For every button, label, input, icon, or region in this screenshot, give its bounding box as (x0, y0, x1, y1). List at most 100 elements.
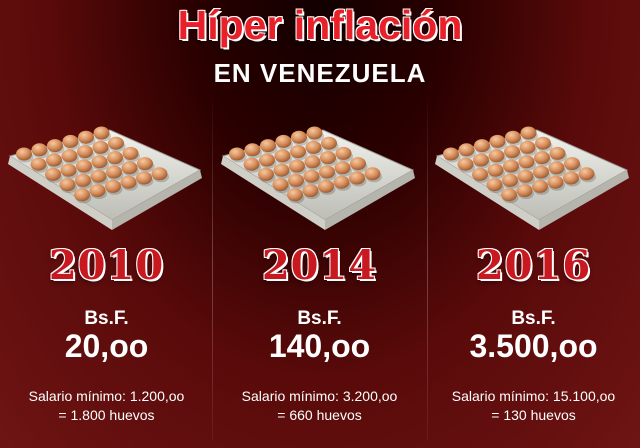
egg-icon (62, 134, 79, 148)
egg-icon (364, 167, 381, 181)
egg-icon (305, 140, 322, 154)
egg-icon (258, 167, 274, 181)
eggs-equivalent: = 130 huevos (491, 407, 576, 423)
egg-icon (334, 161, 351, 175)
egg-icon (47, 139, 63, 153)
egg-icon (287, 188, 303, 202)
year-column-2010: 2010 Bs.F. 20,oo Salario mínimo: 1.200,o… (0, 100, 213, 440)
egg-icon (122, 146, 139, 160)
egg-icon (259, 153, 275, 167)
egg-icon (91, 155, 108, 169)
egg-icon (274, 149, 291, 163)
egg-icon (516, 184, 533, 198)
egg-icon (89, 184, 106, 198)
egg-icon (77, 145, 93, 159)
egg-icon (275, 134, 292, 148)
egg-icon (75, 173, 91, 187)
egg-icon (46, 153, 62, 167)
egg-icon (318, 179, 334, 193)
year-label: 2014 (261, 242, 378, 289)
egg-icon (304, 155, 321, 169)
year-label: 2016 (475, 242, 592, 289)
egg-icon (59, 178, 76, 192)
egg-icon (229, 147, 245, 161)
column-divider (212, 90, 213, 440)
egg-icon (30, 157, 47, 171)
egg-icon (92, 140, 109, 154)
egg-icon (45, 167, 61, 181)
egg-icon (457, 157, 474, 171)
egg-price: 140,oo (268, 328, 371, 364)
egg-icon (151, 167, 168, 181)
egg-icon (473, 153, 489, 167)
egg-icon (106, 165, 122, 179)
egg-icon (472, 167, 488, 181)
egg-price: 20,oo (64, 328, 149, 364)
egg-icon (272, 178, 289, 192)
egg-icon (519, 140, 536, 154)
page-subtitle: EN VENEZUELA (213, 58, 427, 88)
egg-icon (108, 136, 124, 150)
egg-icon (136, 171, 152, 185)
egg-icon (137, 157, 153, 171)
minimum-salary: Salario mínimo: 15.100,oo (451, 388, 616, 404)
egg-icon (503, 159, 519, 173)
currency-label: Bs.F. (297, 308, 342, 329)
egg-icon (486, 178, 503, 192)
egg-icon (547, 175, 564, 189)
egg-icon (291, 130, 307, 144)
eggs-equivalent: = 660 huevos (277, 407, 362, 423)
egg-icon (517, 169, 534, 183)
egg-icon (76, 159, 92, 173)
egg-icon (458, 143, 475, 157)
egg-icon (78, 130, 94, 144)
egg-tray-image (221, 126, 415, 230)
egg-icon (61, 149, 78, 163)
egg-icon (121, 161, 138, 175)
egg-icon (335, 146, 352, 160)
egg-icon (105, 179, 121, 193)
egg-icon (443, 147, 459, 161)
egg-icon (60, 163, 77, 177)
egg-icon (260, 139, 276, 153)
minimum-salary: Salario mínimo: 3.200,oo (241, 388, 398, 404)
egg-icon (244, 143, 261, 157)
egg-icon (533, 165, 549, 179)
egg-icon (349, 171, 365, 185)
egg-icon (578, 167, 595, 181)
egg-icon (288, 173, 304, 187)
egg-icon (93, 126, 110, 140)
egg-tray-image (8, 126, 202, 230)
egg-icon (489, 134, 506, 148)
currency-label: Bs.F. (511, 308, 556, 329)
year-column-2014: 2014 Bs.F. 140,oo Salario mínimo: 3.200,… (213, 100, 426, 440)
minimum-salary: Salario mínimo: 1.200,oo (28, 388, 185, 404)
egg-icon (548, 161, 565, 175)
egg-icon (532, 179, 548, 193)
egg-icon (350, 157, 366, 171)
egg-icon (243, 157, 260, 171)
egg-icon (504, 145, 520, 159)
egg-icon (16, 147, 32, 161)
column-divider (427, 90, 428, 440)
egg-icon (535, 136, 551, 150)
egg-icon (502, 173, 518, 187)
egg-icon (107, 151, 123, 165)
egg-icon (90, 169, 107, 183)
egg-icon (303, 169, 320, 183)
currency-label: Bs.F. (84, 308, 129, 329)
egg-icon (505, 130, 521, 144)
year-column-2016: 2016 Bs.F. 3.500,oo Salario mínimo: 15.1… (427, 100, 640, 440)
egg-icon (319, 165, 335, 179)
egg-icon (474, 139, 490, 153)
egg-icon (487, 163, 504, 177)
egg-icon (273, 163, 290, 177)
egg-icon (120, 175, 137, 189)
egg-icon (534, 151, 550, 165)
egg-icon (488, 149, 505, 163)
egg-icon (290, 145, 306, 159)
egg-icon (520, 126, 537, 140)
egg-icon (302, 184, 319, 198)
egg-icon (74, 188, 90, 202)
eggs-equivalent: = 1.800 huevos (58, 407, 155, 423)
